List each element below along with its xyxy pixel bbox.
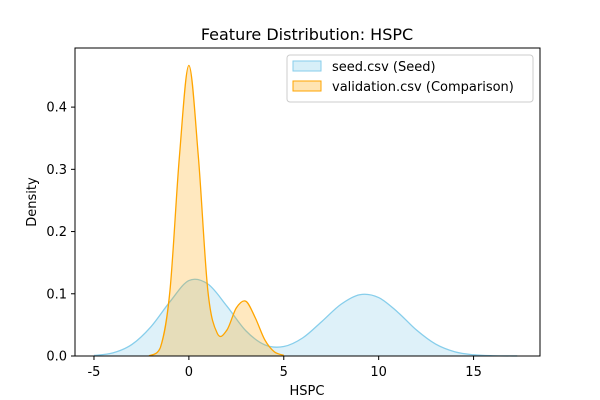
x-tick-label: 0: [185, 365, 193, 380]
legend: seed.csv (Seed) validation.csv (Compariso…: [286, 54, 534, 103]
legend-label: seed.csv (Seed): [332, 60, 436, 75]
y-tick-label: 0.2: [46, 225, 67, 240]
legend-box: [286, 54, 534, 103]
legend-swatch: [292, 80, 322, 92]
y-tick-label: 0.1: [46, 287, 67, 302]
y-tick-label: 0.4: [46, 101, 67, 116]
x-tick-label: 5: [280, 365, 288, 380]
y-axis: 0.0 0.1 0.2 0.3 0.4: [46, 101, 75, 365]
chart-title: Feature Distribution: HSPC: [201, 25, 413, 44]
y-tick-label: 0.3: [46, 163, 67, 178]
x-tick-label: -5: [87, 365, 100, 380]
x-tick-label: 15: [465, 365, 482, 380]
y-tick-label: 0.0: [46, 350, 67, 365]
plot-area: [93, 64, 518, 357]
x-axis: -5 0 5 10 15: [87, 356, 482, 380]
y-axis-label: Density: [25, 177, 40, 227]
series-line-1: [148, 64, 285, 357]
series-area-0: [93, 279, 518, 356]
series-area-1: [149, 65, 284, 357]
x-axis-label: HSPC: [290, 384, 325, 399]
legend-swatch: [292, 60, 322, 72]
series-line-0: [93, 278, 518, 357]
plot-frame: [74, 47, 541, 357]
legend-label: validation.csv (Comparison): [332, 80, 514, 95]
x-tick-label: 10: [370, 365, 387, 380]
